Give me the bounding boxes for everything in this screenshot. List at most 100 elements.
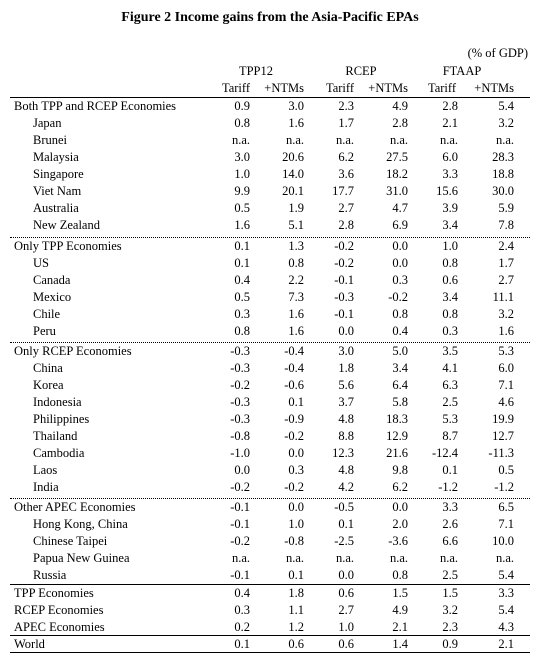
value-cell: 4.3 [498,620,514,634]
value-cell: 1.6 [234,218,250,232]
economy-label: Indonesia [33,395,82,409]
value-cell: 0.4 [234,273,250,287]
economy-label: Viet Nam [33,184,82,198]
value-cell: 1.0 [234,167,250,181]
value-cell: 1.7 [498,256,514,270]
value-cell: -2.5 [334,534,354,548]
value-cell: 17.7 [332,184,354,198]
economy-label: Australia [33,201,79,215]
economy-label: China [33,361,63,375]
table-row: APEC Economies 0.2 1.2 1.0 2.1 2.3 4.3 [0,619,540,636]
value-cell: 4.6 [498,395,514,409]
value-cell: 4.2 [338,480,354,494]
value-cell: 6.2 [392,480,408,494]
value-cell: 4.8 [338,463,354,477]
group-header-ftaap: FTAAP [442,64,482,78]
economy-label: Chile [33,307,61,321]
table-row: RCEP Economies 0.3 1.1 2.7 4.9 3.2 5.4 [0,602,540,619]
value-cell: 1.8 [338,361,354,375]
value-cell: 2.4 [498,239,514,253]
group-label: Other APEC Economies [14,500,136,514]
table-row: Australia 0.5 1.9 2.7 4.7 3.9 5.9 [0,200,540,217]
table-row: US 0.1 0.8 -0.2 0.0 0.8 1.7 [0,255,540,272]
table-row: Korea -0.2 -0.6 5.6 6.4 6.3 7.1 [0,377,540,394]
value-cell: -0.1 [230,517,250,531]
value-cell: 0.3 [442,324,458,338]
value-cell: 5.1 [288,218,304,232]
value-cell: 5.3 [498,344,514,358]
economy-label: Papua New Guinea [33,551,130,565]
value-cell: 10.0 [492,534,514,548]
table-row: Canada 0.4 2.2 -0.1 0.3 0.6 2.7 [0,272,540,289]
value-cell: n.a. [231,551,250,565]
economy-label: Japan [33,116,62,130]
value-cell: n.a. [389,133,408,147]
value-cell: 5.0 [392,344,408,358]
group-label: Both TPP and RCEP Economies [14,99,177,113]
value-cell: -0.3 [334,290,354,304]
value-cell: 0.4 [234,586,250,600]
economy-label: Chinese Taipei [33,534,108,548]
table-row: Cambodia -1.0 0.0 12.3 21.6 -12.4 -11.3 [0,445,540,462]
economy-label: Russia [33,568,67,582]
value-cell: -0.8 [230,429,250,443]
value-cell: 18.3 [386,412,408,426]
value-cell: 7.8 [498,218,514,232]
economy-label: US [33,256,49,270]
value-cell: 30.0 [492,184,514,198]
group-label: World [14,637,45,651]
value-cell: 1.6 [498,324,514,338]
value-cell: 0.8 [392,568,408,582]
subheader-tariff-rcep: Tariff [325,81,354,95]
group-label: Only RCEP Economies [14,344,132,358]
value-cell: 1.3 [288,239,304,253]
value-cell: -0.2 [284,429,304,443]
value-cell: n.a. [285,133,304,147]
value-cell: -11.3 [488,446,514,460]
value-cell: 4.9 [392,99,408,113]
value-cell: -0.1 [334,307,354,321]
value-cell: 8.8 [338,429,354,443]
value-cell: 19.9 [492,412,514,426]
value-cell: -0.2 [284,480,304,494]
value-cell: 0.6 [338,586,354,600]
value-cell: 5.3 [442,412,458,426]
value-cell: 1.5 [392,586,408,600]
value-cell: -0.8 [284,534,304,548]
value-cell: 2.7 [338,603,354,617]
value-cell: n.a. [495,133,514,147]
table-row: Brunei n.a. n.a. n.a. n.a. n.a. n.a. [0,132,540,149]
value-cell: 3.2 [442,603,458,617]
value-cell: 0.8 [442,307,458,321]
value-cell: 2.8 [338,218,354,232]
economy-label: Mexico [33,290,72,304]
subheader-ntms-tpp12: +NTMs [264,81,304,95]
value-cell: 2.3 [442,620,458,634]
table-row: New Zealand 1.6 5.1 2.8 6.9 3.4 7.8 [0,217,540,234]
value-cell: -1.0 [230,446,250,460]
value-cell: 0.1 [288,395,304,409]
value-cell: 1.6 [288,307,304,321]
table-row: Laos 0.0 0.3 4.8 9.8 0.1 0.5 [0,462,540,479]
value-cell: 0.2 [234,620,250,634]
table-row: Only RCEP Economies -0.3 -0.4 3.0 5.0 3.5 5.3 [0,343,540,360]
value-cell: 3.3 [498,586,514,600]
value-cell: 5.6 [338,378,354,392]
unit-note: (% of GDP) [467,46,528,60]
value-cell: 0.0 [392,256,408,270]
table-row: Malaysia 3.0 20.6 6.2 27.5 6.0 28.3 [0,149,540,166]
value-cell: 1.6 [288,324,304,338]
economy-label: Laos [33,463,58,477]
value-cell: 0.3 [288,463,304,477]
value-cell: 0.0 [392,500,408,514]
table-row: Thailand -0.8 -0.2 8.8 12.9 8.7 12.7 [0,428,540,445]
value-cell: 7.3 [288,290,304,304]
group-header-tpp12: TPP12 [238,64,274,78]
value-cell: 0.8 [392,307,408,321]
value-cell: n.a. [285,551,304,565]
value-cell: 2.5 [442,568,458,582]
value-cell: 0.3 [234,307,250,321]
value-cell: 1.0 [442,239,458,253]
value-cell: 3.9 [442,201,458,215]
value-cell: 0.5 [234,201,250,215]
